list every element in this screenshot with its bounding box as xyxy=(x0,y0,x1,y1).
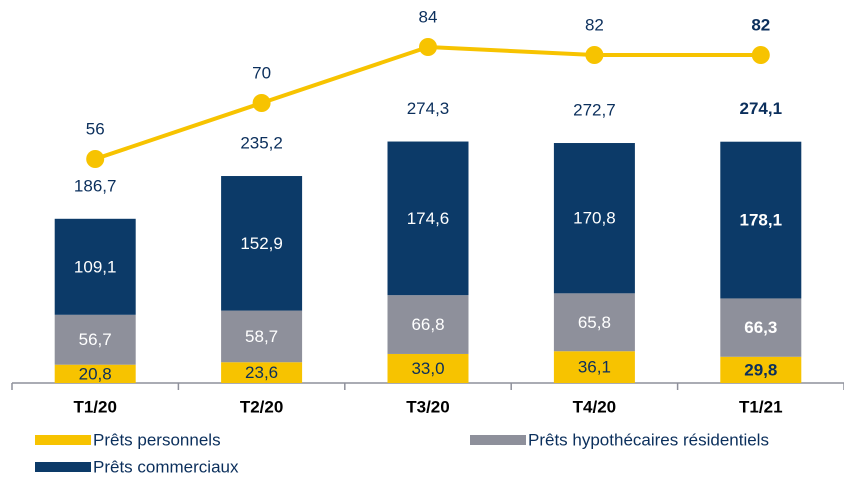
bar-segment xyxy=(54,314,136,365)
x-tick-label: T2/20 xyxy=(240,397,283,416)
bar-value-label: 66,3 xyxy=(744,318,777,337)
line-value-label: 70 xyxy=(252,63,271,82)
bar-segment xyxy=(221,176,303,311)
bar-segment xyxy=(720,141,802,299)
bar-segment xyxy=(54,218,136,315)
total-label: 274,3 xyxy=(407,99,450,118)
bar-segment xyxy=(54,364,136,383)
bar-value-label: 178,1 xyxy=(740,211,783,230)
bar-segment xyxy=(387,353,469,383)
bar-value-label: 20,8 xyxy=(79,364,112,383)
bar-segment xyxy=(387,141,469,296)
bar-segment xyxy=(720,298,802,357)
bar-value-label: 33,0 xyxy=(411,359,444,378)
legend-swatch xyxy=(35,462,91,472)
legend-swatch xyxy=(470,435,526,445)
x-tick-label: T4/20 xyxy=(573,397,616,416)
bar-segment xyxy=(553,293,635,352)
line-point xyxy=(86,150,105,168)
legend-label: Prêts hypothécaires résidentiels xyxy=(528,430,769,449)
bar-value-label: 170,8 xyxy=(573,209,616,228)
line-value-label: 82 xyxy=(751,15,770,34)
line-point xyxy=(252,94,271,112)
x-tick-label: T3/20 xyxy=(406,397,449,416)
legend-label: Prêts commerciaux xyxy=(93,457,239,476)
line-value-label: 56 xyxy=(86,119,105,138)
total-label: 274,1 xyxy=(740,99,783,118)
bar-value-label: 66,8 xyxy=(411,315,444,334)
line-value-label: 84 xyxy=(419,7,438,26)
bar-value-label: 29,8 xyxy=(744,360,777,379)
total-label: 235,2 xyxy=(240,134,283,153)
bar-segment xyxy=(387,295,469,354)
x-tick-label: T1/20 xyxy=(73,397,116,416)
line-point xyxy=(419,38,437,56)
bar-segment xyxy=(720,356,802,383)
x-tick-label: T1/21 xyxy=(739,397,782,416)
total-label: 186,7 xyxy=(74,176,117,195)
bar-value-label: 23,6 xyxy=(245,363,278,382)
legend-label: Prêts personnels xyxy=(93,430,221,449)
line-point xyxy=(585,46,604,64)
bar-value-label: 109,1 xyxy=(74,257,117,276)
bar-segment xyxy=(221,310,303,363)
bar-segment xyxy=(553,351,635,383)
total-label: 272,7 xyxy=(573,101,616,120)
line-value-label: 82 xyxy=(585,15,604,34)
bar-value-label: 56,7 xyxy=(79,330,112,349)
bar-value-label: 58,7 xyxy=(245,327,278,346)
bar-value-label: 36,1 xyxy=(578,358,611,377)
bar-segment xyxy=(221,362,303,383)
bar-value-label: 65,8 xyxy=(578,313,611,332)
legend-swatch xyxy=(35,435,91,445)
bar-segment xyxy=(553,143,635,294)
bar-value-label: 152,9 xyxy=(240,234,283,253)
bar-value-label: 174,6 xyxy=(407,209,450,228)
line-point xyxy=(751,46,770,64)
